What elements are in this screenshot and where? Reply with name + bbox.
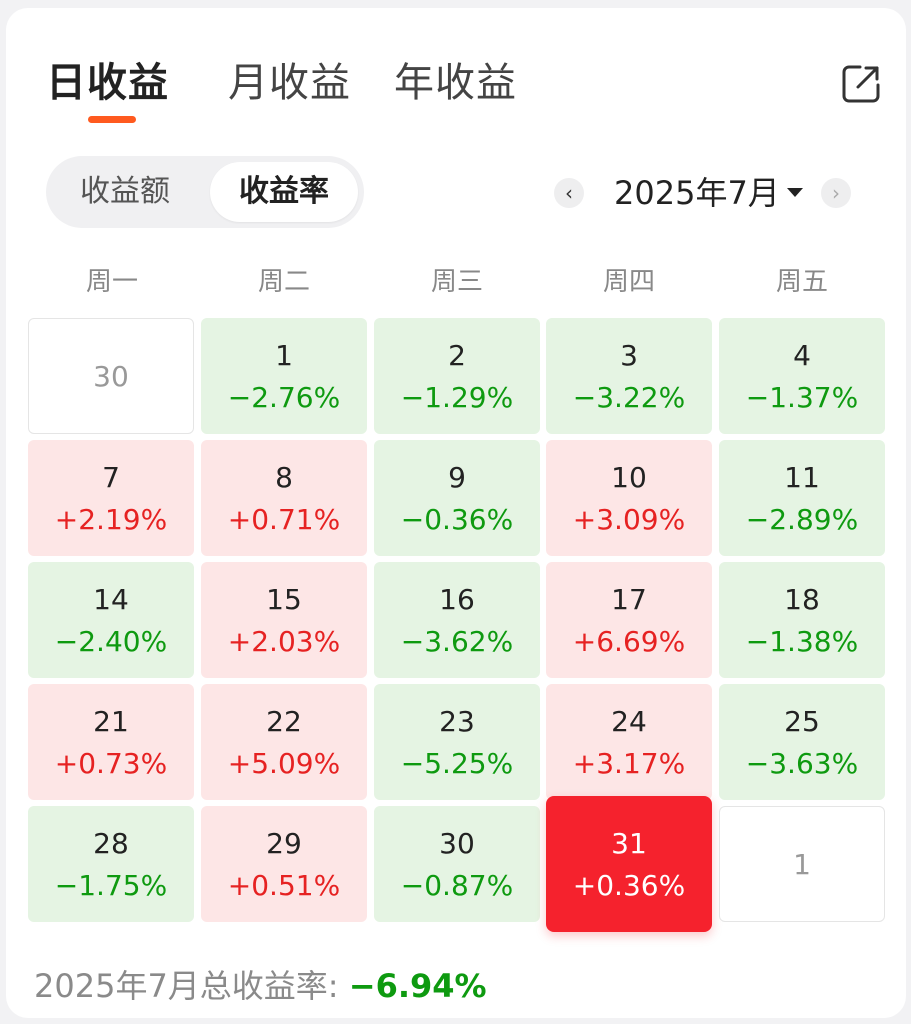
calendar-day-return: +0.73% [54,747,168,780]
calendar-day-return: −3.22% [572,381,686,414]
chevron-left-icon[interactable]: ‹ [554,178,584,208]
calendar-day-number: 22 [266,705,302,738]
weekday-header: 周二 [257,267,310,297]
calendar-day-number: 21 [93,705,129,738]
monthly-total-value: −6.94% [348,967,487,1005]
caret-down-icon[interactable] [787,188,803,197]
calendar-day-return: −1.75% [54,869,168,902]
tab-yearly-return[interactable]: 年收益 [394,60,517,106]
calendar-day-number: 16 [439,583,475,616]
calendar-day[interactable]: 21 +0.73% [28,684,194,800]
chevron-right-icon[interactable]: › [821,178,851,208]
calendar-day-return: +0.51% [227,869,341,902]
weekday-header: 周四 [602,267,655,297]
calendar-day-return: +0.36% [572,869,686,902]
calendar-day-return: −5.25% [400,747,514,780]
calendar-day-outside-month[interactable]: 30 [28,318,194,434]
calendar-day-return: −0.36% [400,503,514,536]
calendar-day-return: +6.69% [572,625,686,658]
calendar-day-return: −1.37% [745,381,859,414]
calendar-day-return: +2.19% [54,503,168,536]
tab-daily-return[interactable]: 日收益 [46,60,169,106]
calendar-day[interactable]: 9 −0.36% [374,440,540,556]
calendar-day[interactable]: 7 +2.19% [28,440,194,556]
active-tab-indicator [88,116,136,123]
calendar-day[interactable]: 22 +5.09% [201,684,367,800]
calendar-day-number: 23 [439,705,475,738]
calendar-day-return: +3.09% [572,503,686,536]
calendar-day-number: 14 [93,583,129,616]
calendar-day-return: +0.71% [227,503,341,536]
calendar-day-number: 30 [93,360,129,393]
month-selector[interactable]: 2025年7月 [614,174,780,212]
calendar-day-number: 11 [784,461,820,494]
calendar-day-outside-month[interactable]: 1 [719,806,885,922]
calendar-day-return: −0.87% [400,869,514,902]
calendar-day-number: 7 [102,461,120,494]
calendar-day-return: −1.29% [400,381,514,414]
calendar-day-number: 29 [266,827,302,860]
calendar-day-return: −2.89% [745,503,859,536]
weekday-header: 周一 [85,267,138,297]
calendar-day-return: −2.76% [227,381,341,414]
calendar-day-number: 3 [620,339,638,372]
segment-return-rate[interactable]: 收益率 [210,162,358,222]
calendar-day[interactable]: 25 −3.63% [719,684,885,800]
monthly-total-label: 2025年7月总收益率: [34,967,339,1005]
calendar-day-return: −1.38% [745,625,859,658]
segment-return-amount[interactable]: 收益额 [80,174,170,209]
calendar-day-number: 9 [448,461,466,494]
calendar-day-number: 25 [784,705,820,738]
share-icon[interactable] [840,63,882,105]
calendar-day-number: 10 [611,461,647,494]
calendar-day[interactable]: 3 −3.22% [546,318,712,434]
calendar-day[interactable]: 29 +0.51% [201,806,367,922]
value-type-segmented-control: 收益额 收益率 [46,156,364,228]
calendar-day[interactable]: 15 +2.03% [201,562,367,678]
calendar-day-number: 18 [784,583,820,616]
calendar-day-number: 15 [266,583,302,616]
calendar-day-return: +2.03% [227,625,341,658]
calendar-day[interactable]: 24 +3.17% [546,684,712,800]
calendar-day-number: 30 [439,827,475,860]
calendar-day-selected[interactable]: 31 +0.36% [546,796,712,932]
calendar-day[interactable]: 1 −2.76% [201,318,367,434]
calendar-day-number: 1 [275,339,293,372]
calendar-day[interactable]: 8 +0.71% [201,440,367,556]
monthly-total-return: 2025年7月总收益率: −6.94% [34,964,487,1008]
weekday-header: 周三 [430,267,483,297]
calendar-day-number: 17 [611,583,647,616]
calendar-day[interactable]: 30 −0.87% [374,806,540,922]
calendar-day[interactable]: 18 −1.38% [719,562,885,678]
daily-return-calendar-card: 日收益 月收益 年收益 收益额 收益率 ‹ 2025年7月 › 周一 周二 周三… [6,8,906,1018]
calendar-day[interactable]: 11 −2.89% [719,440,885,556]
calendar-day-number: 1 [793,848,811,881]
weekday-header: 周五 [775,267,828,297]
calendar-day-return: −3.62% [400,625,514,658]
calendar-day[interactable]: 4 −1.37% [719,318,885,434]
calendar-day[interactable]: 28 −1.75% [28,806,194,922]
calendar-day-return: +5.09% [227,747,341,780]
calendar-day-number: 31 [611,827,647,860]
calendar-day[interactable]: 14 −2.40% [28,562,194,678]
calendar-day[interactable]: 10 +3.09% [546,440,712,556]
tab-monthly-return[interactable]: 月收益 [228,60,351,106]
calendar-day-number: 2 [448,339,466,372]
calendar-day[interactable]: 2 −1.29% [374,318,540,434]
calendar-day-number: 24 [611,705,647,738]
calendar-day-return: −3.63% [745,747,859,780]
calendar-day[interactable]: 17 +6.69% [546,562,712,678]
calendar-day-number: 28 [93,827,129,860]
calendar-day-number: 4 [793,339,811,372]
calendar-day[interactable]: 16 −3.62% [374,562,540,678]
calendar-day-return: −2.40% [54,625,168,658]
calendar-day-return: +3.17% [572,747,686,780]
calendar-day[interactable]: 23 −5.25% [374,684,540,800]
calendar-day-number: 8 [275,461,293,494]
